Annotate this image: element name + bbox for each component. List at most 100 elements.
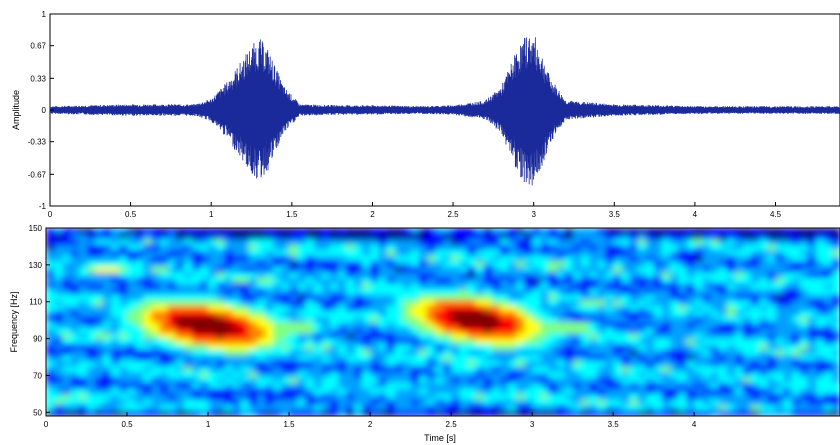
spectrogram-cell bbox=[645, 272, 655, 279]
spectrogram-cell bbox=[297, 388, 306, 395]
spectrogram-cell bbox=[159, 404, 169, 412]
spectrogram-cell bbox=[532, 366, 541, 373]
spectrogram-cell bbox=[418, 228, 428, 235]
spectrogram-cell bbox=[629, 277, 639, 284]
spectrogram-cell bbox=[499, 410, 509, 416]
spectrogram-cell bbox=[143, 399, 152, 406]
spectrogram-cell bbox=[831, 250, 840, 257]
spectrogram-cell bbox=[767, 305, 776, 312]
spectrogram-cell bbox=[143, 371, 152, 378]
spectrogram-x-tick-label: 4 bbox=[692, 420, 697, 429]
spectrogram-cell bbox=[337, 349, 347, 356]
spectrogram-cell bbox=[532, 299, 541, 307]
spectrogram-cell bbox=[807, 299, 817, 307]
spectrogram-cell bbox=[110, 299, 120, 307]
spectrogram-cell bbox=[451, 261, 460, 268]
spectrogram-cell bbox=[686, 388, 695, 395]
spectrogram-cell bbox=[467, 338, 477, 345]
spectrogram-cell bbox=[605, 250, 614, 257]
spectrogram-cell bbox=[78, 294, 88, 301]
spectrogram-cell bbox=[580, 333, 590, 340]
spectrogram-cell bbox=[799, 382, 809, 389]
spectrogram-cell bbox=[596, 404, 606, 412]
spectrogram-cell bbox=[394, 310, 404, 318]
spectrogram-cell bbox=[507, 305, 517, 312]
spectrogram-cell bbox=[823, 404, 833, 412]
spectrogram-cell bbox=[118, 233, 128, 240]
spectrogram-cell bbox=[467, 255, 477, 262]
spectrogram-cell bbox=[718, 228, 728, 235]
spectrogram-cell bbox=[726, 255, 736, 262]
spectrogram-cell bbox=[758, 404, 768, 412]
spectrogram-cell bbox=[135, 322, 144, 329]
spectrogram-cell bbox=[46, 244, 55, 251]
spectrogram-cell bbox=[710, 239, 720, 246]
spectrogram-cell bbox=[110, 371, 120, 378]
spectrogram-cell bbox=[823, 366, 833, 373]
spectrogram-cell bbox=[78, 366, 88, 373]
spectrogram-cell bbox=[564, 272, 574, 279]
spectrogram-cell bbox=[280, 338, 290, 345]
spectrogram-cell bbox=[467, 272, 477, 279]
spectrogram-cell bbox=[637, 366, 647, 373]
spectrogram-cell bbox=[823, 228, 833, 235]
spectrogram-cell bbox=[532, 333, 541, 340]
spectrogram-cell bbox=[742, 272, 752, 279]
spectrogram-cell bbox=[475, 360, 485, 367]
spectrogram-cell bbox=[621, 277, 630, 284]
spectrogram-cell bbox=[702, 239, 711, 246]
spectrogram-cell bbox=[588, 322, 598, 329]
spectrogram-cell bbox=[199, 255, 209, 262]
spectrogram-cell bbox=[499, 327, 509, 334]
spectrogram-cell bbox=[580, 299, 590, 307]
spectrogram-cell bbox=[410, 305, 420, 312]
spectrogram-cell bbox=[613, 233, 622, 240]
spectrogram-cell bbox=[596, 333, 606, 340]
spectrogram-cell bbox=[208, 410, 217, 416]
spectrogram-cell bbox=[410, 360, 420, 367]
spectrogram-cell bbox=[167, 272, 177, 279]
spectrogram-cell bbox=[605, 305, 614, 312]
spectrogram-cell bbox=[467, 250, 477, 257]
spectrogram-cell bbox=[767, 360, 776, 367]
spectrogram-cell bbox=[686, 228, 695, 235]
spectrogram-cell bbox=[78, 316, 88, 323]
spectrogram-cell bbox=[272, 410, 282, 416]
spectrogram-cell bbox=[669, 410, 679, 416]
spectrogram-cell bbox=[483, 404, 493, 412]
spectrogram-cell bbox=[823, 382, 833, 389]
spectrogram-cell bbox=[459, 294, 468, 301]
spectrogram-cell bbox=[183, 410, 193, 416]
spectrogram-cell bbox=[289, 261, 298, 268]
spectrogram-cell bbox=[515, 305, 525, 312]
spectrogram-cell bbox=[118, 239, 128, 246]
spectrogram-cell bbox=[224, 233, 233, 240]
spectrogram-cell bbox=[426, 316, 436, 323]
spectrogram-cell bbox=[799, 338, 809, 345]
spectrogram-cell bbox=[653, 404, 663, 412]
spectrogram-cell bbox=[515, 360, 525, 367]
spectrogram-cell bbox=[199, 266, 209, 273]
spectrogram-cell bbox=[289, 377, 298, 384]
spectrogram-cell bbox=[621, 355, 630, 362]
spectrogram-cell bbox=[272, 327, 282, 334]
spectrogram-cell bbox=[167, 333, 177, 340]
spectrogram-cell bbox=[791, 228, 801, 235]
spectrogram-cell bbox=[199, 233, 209, 240]
spectrogram-cell bbox=[742, 277, 752, 284]
spectrogram-cell bbox=[386, 288, 395, 295]
spectrogram-cell bbox=[127, 305, 136, 312]
spectrogram-cell bbox=[329, 382, 339, 389]
spectrogram-cell bbox=[143, 360, 152, 367]
spectrogram-cell bbox=[426, 288, 436, 295]
spectrogram-cell bbox=[151, 410, 161, 416]
spectrogram-cell bbox=[272, 382, 282, 389]
spectrogram-cell bbox=[669, 388, 679, 395]
spectrogram-cell bbox=[677, 349, 687, 356]
spectrogram-cell bbox=[313, 344, 323, 351]
spectrogram-cell bbox=[345, 404, 355, 412]
waveform-x-tick-label: 4.5 bbox=[770, 210, 782, 219]
spectrogram-cell bbox=[199, 344, 209, 351]
spectrogram-cell bbox=[726, 266, 736, 273]
spectrogram-cell bbox=[110, 377, 120, 384]
